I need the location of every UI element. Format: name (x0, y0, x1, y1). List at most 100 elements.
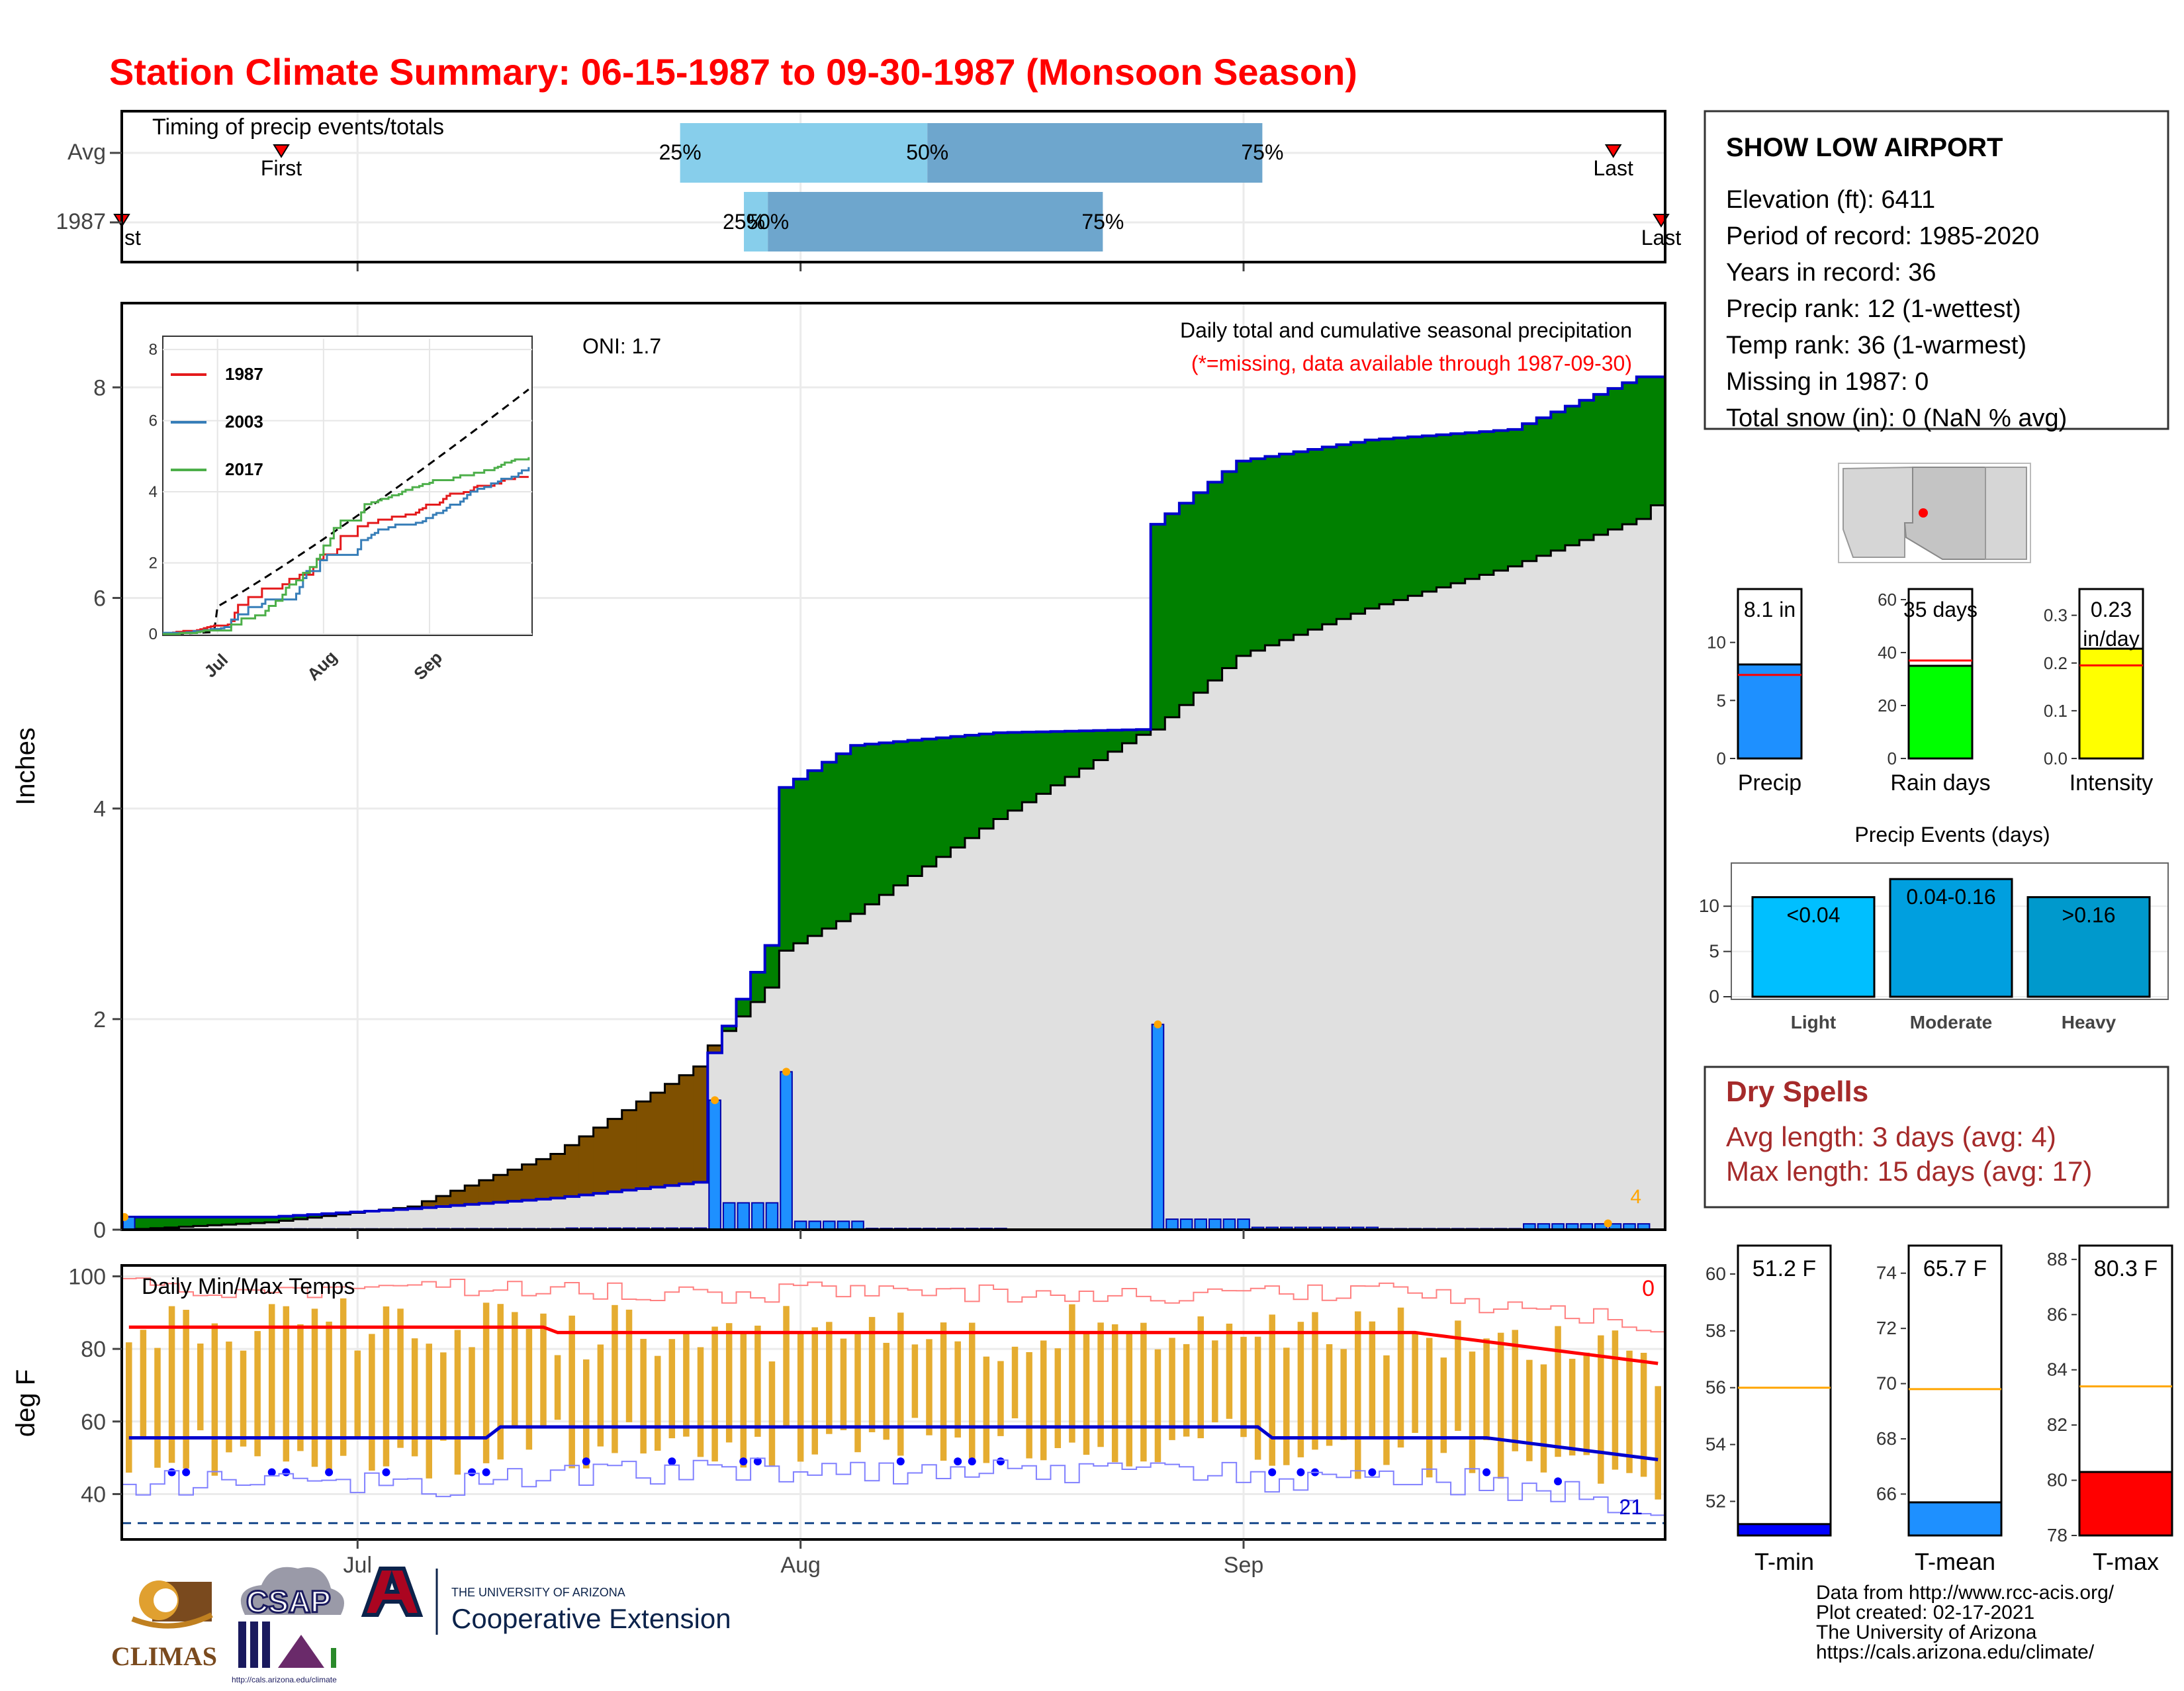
summary-bar-label: Rain days (1890, 770, 1990, 796)
summary-tick-label: 60 (1878, 590, 1897, 610)
daily-temp-range-bar (1369, 1322, 1376, 1437)
first-event-label: First (261, 156, 302, 180)
dry-spells-title: Dry Spells (1726, 1075, 1868, 1108)
summary-bar-value (1909, 666, 1972, 758)
observed-cumulative-area (622, 1190, 637, 1230)
station-detail-line: Temp rank: 36 (1-warmest) (1726, 332, 2026, 359)
precip-event-bar-label: >0.16 (2062, 903, 2116, 927)
daily-temp-range-bar (197, 1344, 204, 1430)
temperature-summary-tick-label: 84 (2047, 1359, 2068, 1380)
timing-row-avg: Avg (68, 140, 106, 165)
daily-temp-range-bar (754, 1326, 761, 1437)
above-average-area (979, 734, 994, 829)
above-average-area (1565, 406, 1580, 545)
observed-cumulative-area (422, 1208, 436, 1230)
csap-logo-url: http://cals.arizona.edu/climate (232, 1675, 337, 1684)
oni-value: ONI: 1.7 (582, 334, 661, 358)
daily-temp-range-bar (869, 1317, 876, 1432)
observed-cumulative-area (579, 1195, 594, 1230)
daily-temp-range-bar (1026, 1352, 1032, 1459)
station-detail-line: Precip rank: 12 (1-wettest) (1726, 295, 2021, 323)
above-average-area (736, 999, 751, 1017)
daily-temp-range-bar (811, 1327, 818, 1454)
below-average-area (536, 1159, 551, 1199)
above-average-area (150, 1217, 165, 1228)
below-average-area (551, 1154, 565, 1198)
observed-cumulative-area (493, 1203, 508, 1230)
daily-temp-range-bar (954, 1342, 961, 1438)
temperature-summary-tick-label: 88 (2047, 1249, 2068, 1269)
above-average-area (993, 733, 1008, 819)
observed-cumulative-area (665, 1185, 680, 1230)
events-tick-label: 10 (1699, 895, 1719, 916)
above-average-area (865, 744, 880, 904)
climas-logo-text: CLIMAS (111, 1641, 217, 1671)
record-low-marker (1368, 1469, 1376, 1477)
above-average-area (1251, 459, 1265, 651)
station-info-box: SHOW LOW AIRPORT Elevation (ft): 6411Per… (1705, 111, 2168, 432)
above-average-area (837, 754, 851, 921)
temperature-summary-value (1909, 1502, 2001, 1535)
temperature-y-tick-label: 80 (81, 1337, 106, 1362)
daily-temp-range-bar (383, 1306, 390, 1467)
daily-temp-range-bar (883, 1343, 889, 1440)
timing-label-50: 50% (906, 140, 948, 164)
above-average-area (893, 741, 908, 885)
above-average-area (1479, 432, 1494, 574)
precip-y-tick-label: 0 (93, 1218, 106, 1243)
daily-temp-range-bar (240, 1351, 247, 1447)
above-average-area (1365, 440, 1380, 609)
daily-temp-range-bar (140, 1330, 147, 1438)
daily-temp-range-bar (569, 1316, 575, 1469)
timing-label-25: 25% (659, 140, 702, 164)
daily-temp-range-bar (540, 1314, 547, 1429)
below-average-area (622, 1110, 637, 1190)
above-average-area (1222, 472, 1237, 668)
daily-precip-bar (1166, 1219, 1178, 1230)
above-average-area (1294, 451, 1308, 635)
daily-temp-range-bar (1212, 1340, 1218, 1422)
above-average-area (1579, 400, 1594, 540)
inset-legend-label: 2003 (225, 412, 263, 432)
daily-temp-range-bar (997, 1361, 1004, 1436)
state-locator-map (1839, 463, 2030, 563)
temperature-summary-label: T-mean (1915, 1548, 1995, 1575)
daily-temp-range-bar (1083, 1333, 1090, 1455)
record-low-marker (1482, 1469, 1490, 1477)
below-average-area (636, 1101, 651, 1189)
above-average-area (165, 1217, 179, 1228)
daily-temp-range-bar (669, 1339, 676, 1438)
above-average-area (1151, 524, 1165, 729)
daily-temp-range-bar (741, 1332, 747, 1468)
temperature-summary-tick-label: 58 (1706, 1320, 1726, 1341)
record-low-marker (582, 1457, 590, 1465)
timing-bar-q50-q75 (768, 192, 1103, 251)
daily-temp-range-bar (1226, 1324, 1233, 1419)
daily-temp-range-bar (1569, 1359, 1576, 1455)
summary-tick-label: 0.1 (2044, 701, 2068, 721)
daily-temp-range-bar (711, 1326, 718, 1461)
record-low-marker (468, 1469, 476, 1477)
above-average-area (1508, 430, 1522, 567)
daily-temp-range-bar (983, 1357, 990, 1463)
temperature-summary-frame (1738, 1246, 1831, 1535)
below-average-area (493, 1175, 508, 1202)
inset-y-tick-label: 0 (149, 625, 158, 643)
daily-temp-range-bar (1055, 1348, 1062, 1448)
temperature-summary-tick-label: 56 (1706, 1377, 1726, 1398)
map-neighbor-state (1985, 467, 2026, 559)
daily-temp-range-bar (1383, 1355, 1390, 1465)
above-average-area (1008, 733, 1023, 811)
above-average-area (751, 972, 765, 1002)
above-average-area (779, 788, 794, 951)
below-average-area (565, 1145, 579, 1197)
summary-tick-label: 0.2 (2044, 653, 2068, 673)
daily-precip-bar (723, 1203, 735, 1230)
observed-cumulative-area (379, 1211, 394, 1230)
summary-value-label: 8.1 in (1744, 598, 1796, 621)
above-average-area (1108, 730, 1122, 751)
record-low-marker (382, 1469, 390, 1477)
daily-temp-range-bar (1040, 1340, 1047, 1460)
record-low-marker (668, 1457, 676, 1465)
